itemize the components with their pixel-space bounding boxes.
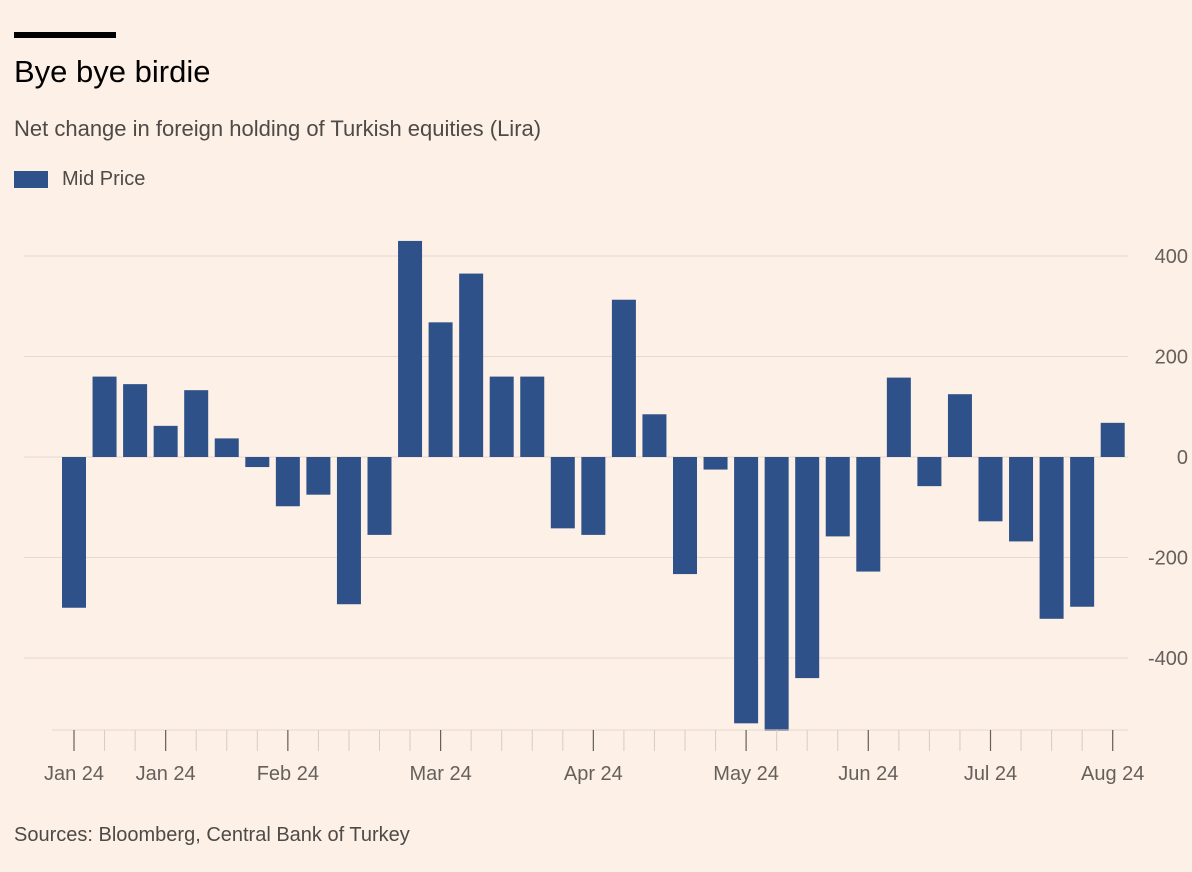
bar xyxy=(673,457,697,575)
bar xyxy=(1009,457,1034,542)
legend: Mid Price xyxy=(14,168,145,191)
y-tick-label: -400 xyxy=(1148,648,1188,670)
bar xyxy=(978,457,1003,522)
bar xyxy=(367,457,392,535)
x-tick-label: Jan 24 xyxy=(136,763,196,785)
bar xyxy=(153,425,178,457)
x-tick-label: Mar 24 xyxy=(409,763,471,785)
bar xyxy=(611,299,636,457)
chart-title: Bye bye birdie xyxy=(14,54,211,89)
x-tick-label: Aug 24 xyxy=(1081,763,1144,785)
bar xyxy=(398,240,423,457)
y-tick-label: 400 xyxy=(1155,246,1188,268)
bar xyxy=(1100,422,1125,457)
bar xyxy=(581,457,606,535)
bar xyxy=(245,457,270,468)
x-tick-label: Jul 24 xyxy=(964,763,1017,785)
bar xyxy=(428,322,453,457)
bar xyxy=(336,457,361,605)
y-tick-label: 0 xyxy=(1177,447,1188,469)
bar xyxy=(489,376,514,457)
bar xyxy=(184,390,209,457)
bar xyxy=(734,457,759,724)
bar xyxy=(520,376,545,457)
bar xyxy=(856,457,881,572)
bar xyxy=(92,376,117,457)
bar xyxy=(1039,457,1064,619)
bar xyxy=(550,457,575,529)
bar xyxy=(642,414,667,457)
bar xyxy=(825,457,850,537)
chart-subtitle: Net change in foreign holding of Turkish… xyxy=(14,116,542,141)
x-tick-label: Jun 24 xyxy=(838,763,898,785)
legend-label: Mid Price xyxy=(62,168,146,190)
bar xyxy=(123,384,148,457)
y-tick-label: 200 xyxy=(1155,347,1188,369)
brand-bar xyxy=(14,32,116,38)
source-note: Sources: Bloomberg, Central Bank of Turk… xyxy=(14,824,410,846)
bar xyxy=(917,457,942,487)
bar xyxy=(459,273,484,457)
legend-swatch xyxy=(14,171,48,188)
bar xyxy=(62,457,86,608)
bar xyxy=(703,457,728,470)
bar xyxy=(306,457,331,495)
x-tick-label: Jan 24 xyxy=(44,763,104,785)
bar xyxy=(947,394,972,457)
bar xyxy=(275,457,300,507)
bar xyxy=(1070,457,1095,607)
bar xyxy=(764,457,789,731)
bar xyxy=(886,377,911,457)
bar xyxy=(795,457,820,679)
x-tick-label: Feb 24 xyxy=(257,763,319,785)
bar xyxy=(214,438,239,457)
y-tick-label: -200 xyxy=(1148,548,1188,570)
x-tick-label: May 24 xyxy=(713,763,779,785)
x-tick-label: Apr 24 xyxy=(564,763,623,785)
